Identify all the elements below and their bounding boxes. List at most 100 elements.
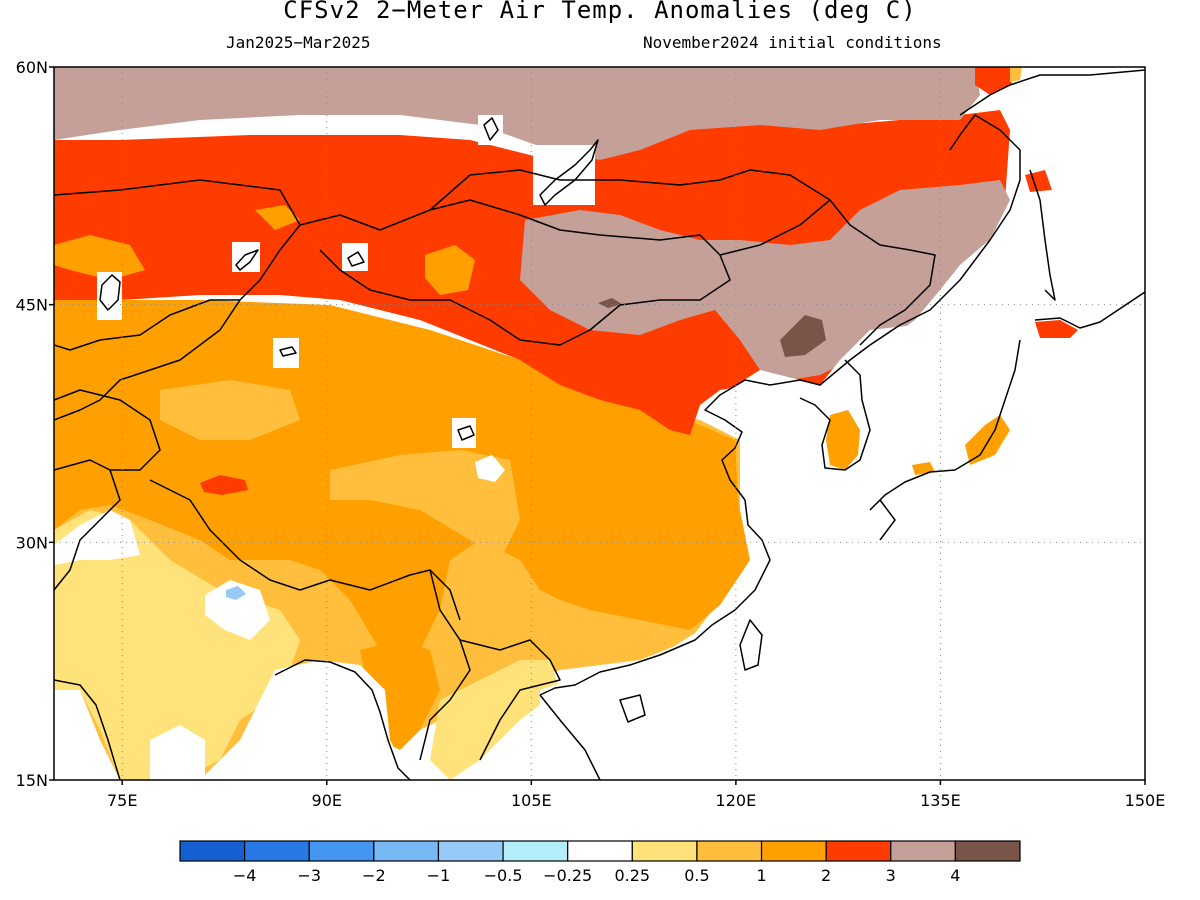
anomaly-region-hokkaido	[1035, 320, 1078, 338]
anomaly-region-1-2-kazakh	[54, 235, 145, 280]
ocean-mask-east	[720, 67, 1145, 780]
colorbar-label: 4	[950, 866, 960, 885]
lon-tick-label: 90E	[312, 791, 342, 810]
anomaly-region-korea	[826, 410, 860, 470]
coastline-india	[274, 659, 411, 780]
colorbar-swatch	[179, 840, 246, 862]
anomaly-region-kamchatka-tip	[1010, 67, 1022, 82]
lake-qinghai-outline	[457, 425, 475, 441]
coastline-taiwan	[739, 619, 763, 671]
coastline-hainan	[619, 694, 646, 723]
colorbar-swatch	[373, 840, 440, 862]
colorbar-swatch	[502, 840, 569, 862]
coastline-korea	[799, 359, 871, 471]
colorbar-label: 0.25	[614, 866, 650, 885]
colorbar-swatch	[631, 840, 698, 862]
colorbar	[179, 840, 1021, 862]
ocean-mask-south	[540, 600, 735, 780]
border-india-pakistan	[54, 469, 121, 591]
colorbar-swatch	[308, 840, 375, 862]
forecast-period: Jan2025−Mar2025	[226, 33, 371, 52]
anomaly-region-1-2-west	[255, 205, 300, 230]
border-russia-mongolia	[429, 169, 831, 211]
lat-tick-label: 45N	[16, 296, 48, 315]
colorbar-label: 1	[756, 866, 766, 885]
anomaly-region-above-4	[780, 315, 826, 357]
anomaly-region-0-25-0-5	[54, 510, 300, 780]
colorbar-swatch	[567, 840, 633, 862]
border-russia-china	[719, 199, 936, 346]
colorbar-swatch	[954, 840, 1021, 862]
map-grid	[54, 67, 1145, 780]
lake-balkhash-mask	[232, 242, 260, 272]
anomaly-region-1-2-dzungaria	[425, 245, 475, 295]
coastline-sakhalin	[1029, 169, 1056, 301]
colorbar-swatch	[825, 840, 892, 862]
colorbar-swatch	[890, 840, 956, 862]
lake-qinghai-mask	[452, 418, 476, 448]
colorbar-swatch	[437, 840, 504, 862]
coastline-indochina	[539, 694, 601, 780]
coastline-india-west	[54, 679, 121, 780]
lon-tick-label: 150E	[1125, 791, 1166, 810]
lake-baikal-outline	[539, 139, 599, 206]
colorbar-labels: −4 −3 −2 −1 −0.5 −0.25 0.25 0.5 1 2 3 4	[233, 866, 961, 885]
border-myanmar	[419, 569, 471, 761]
anomaly-region-negative	[226, 586, 246, 600]
coastline-japan-south	[879, 499, 896, 541]
anomaly-region-0-25-0-5-se	[430, 660, 560, 780]
longitude-labels: 75E 90E 105E 120E 135E 150E	[107, 780, 1165, 810]
lon-tick-label: 105E	[511, 791, 552, 810]
colorbar-label: −2	[362, 866, 386, 885]
border-china-west	[54, 299, 241, 421]
lon-tick-label: 120E	[716, 791, 757, 810]
anomaly-region-kamchatka	[975, 67, 1012, 95]
anomaly-region-0-5-1-tibet	[160, 380, 300, 440]
coastline-china	[539, 344, 871, 696]
map-title: CFSv2 2−Meter Air Temp. Anomalies (deg C…	[283, 0, 917, 24]
coastline-okhotsk	[959, 69, 1145, 116]
border-mongolia-china	[299, 199, 731, 346]
coastline-russia-pacific	[869, 114, 1021, 346]
colorbar-swatch	[696, 840, 763, 862]
border-himalaya	[149, 479, 461, 621]
border-central-asia	[54, 389, 161, 471]
coastlines-and-borders	[54, 69, 1145, 780]
colorbar-label: 0.5	[684, 866, 709, 885]
latitude-labels: 60N 45N 30N 15N	[16, 58, 54, 790]
anomaly-region-3-4-north	[54, 67, 980, 160]
initial-conditions: November2024 initial conditions	[643, 33, 942, 52]
colorbar-label: −0.5	[484, 866, 523, 885]
lake-aral-outline	[99, 274, 121, 311]
coastline-japan	[869, 339, 1021, 511]
colorbar-label: −0.25	[543, 866, 592, 885]
colorbar-label: 2	[821, 866, 831, 885]
border-indochina	[459, 639, 561, 761]
colorbar-label: −3	[297, 866, 321, 885]
coastline-hokkaido	[1034, 291, 1145, 329]
colorbar-label: −4	[233, 866, 257, 885]
anomaly-region-2-3-tibet	[200, 475, 248, 495]
lake-issyk-outline	[279, 346, 297, 357]
lake-zaysan-mask	[342, 243, 368, 271]
map-frame	[53, 66, 1146, 781]
lake-balkhash-outline	[235, 249, 259, 271]
anomaly-field	[54, 67, 1145, 780]
lat-tick-label: 15N	[16, 771, 48, 790]
border-kazakhstan	[54, 179, 301, 351]
colorbar-label: −1	[427, 866, 451, 885]
ocean-mask-bay-of-bengal	[200, 660, 410, 780]
lat-tick-label: 60N	[16, 58, 48, 77]
colorbar-label: 3	[886, 866, 896, 885]
anomaly-region-above-4-small	[598, 298, 622, 308]
lon-tick-label: 75E	[107, 791, 137, 810]
anomaly-region-near-zero-qinghai	[475, 455, 505, 482]
colorbar-swatch	[760, 840, 827, 862]
anomaly-region-near-zero-nepal	[205, 580, 270, 640]
colorbar-swatch	[244, 840, 310, 862]
anomaly-region-japan	[965, 415, 1010, 465]
anomaly-region-0-5-1-qinghai	[330, 450, 520, 560]
lake-zaysan-outline	[347, 251, 365, 267]
lon-tick-label: 135E	[920, 791, 961, 810]
